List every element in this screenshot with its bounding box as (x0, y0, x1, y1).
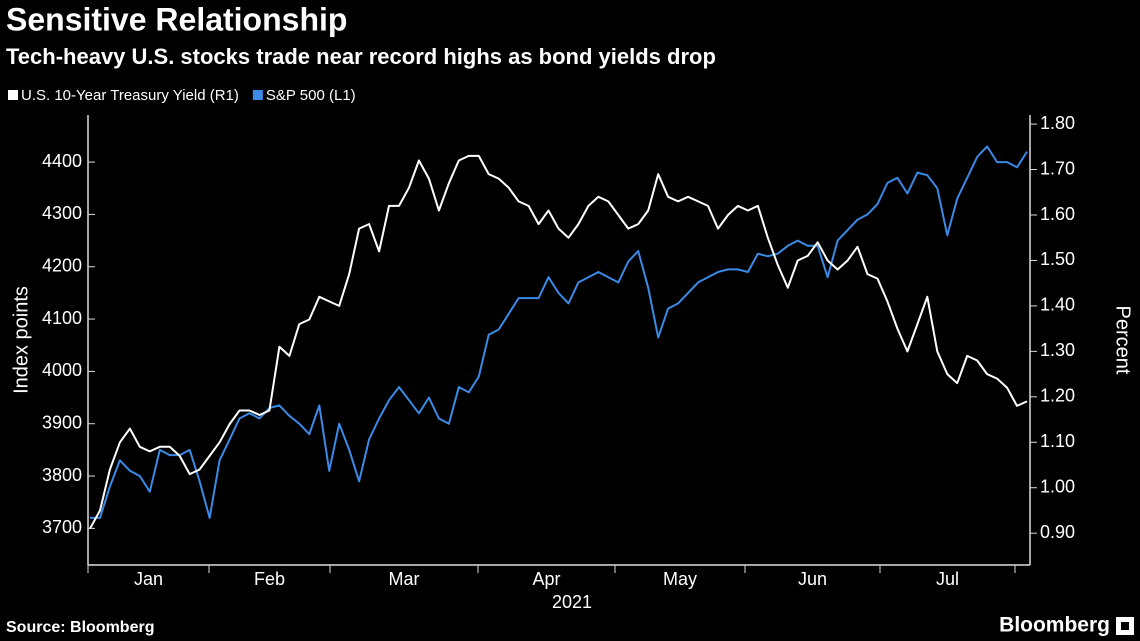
y2-tick-label: 1.10 (1040, 431, 1075, 451)
x-tick-label: Jan (134, 569, 163, 589)
y-tick-label: 3700 (42, 517, 82, 537)
brand: Bloomberg (999, 614, 1110, 637)
y-tick-label: 4400 (42, 151, 82, 171)
series-line (89, 154, 1028, 530)
y-tick-label: 3900 (42, 412, 82, 432)
x-tick-label: Feb (254, 569, 285, 589)
y2-tick-label: 1.40 (1040, 295, 1075, 315)
x-tick-label: Jun (798, 569, 827, 589)
y-tick-label: 4200 (42, 255, 82, 275)
chart-subtitle: Tech-heavy U.S. stocks trade near record… (6, 44, 716, 69)
y2-tick-label: 1.80 (1040, 113, 1075, 133)
x-axis-label: 2021 (552, 592, 592, 612)
x-tick-label: May (663, 569, 697, 589)
y-tick-label: 4100 (42, 308, 82, 328)
legend-swatch (8, 90, 18, 100)
x-tick-label: Apr (532, 569, 560, 589)
y2-axis-label: Percent (1112, 306, 1134, 375)
y2-tick-label: 1.20 (1040, 386, 1075, 406)
y2-tick-label: 1.50 (1040, 249, 1075, 269)
y-tick-label: 4000 (42, 360, 82, 380)
y2-tick-label: 1.70 (1040, 158, 1075, 178)
y-tick-label: 3800 (42, 465, 82, 485)
chart-title: Sensitive Relationship (6, 1, 347, 37)
legend-swatch (252, 90, 263, 100)
x-tick-label: Mar (389, 569, 420, 589)
brand-icon-inner (1121, 622, 1129, 630)
legend-label: S&P 500 (L1) (266, 87, 356, 104)
y2-tick-label: 1.00 (1040, 476, 1075, 496)
y-tick-label: 4300 (42, 203, 82, 223)
x-tick-label: Jul (936, 569, 959, 589)
legend-label: U.S. 10-Year Treasury Yield (R1) (21, 87, 239, 104)
source: Source: Bloomberg (6, 619, 154, 636)
series-line (90, 145, 1028, 519)
y-axis-label: Index points (10, 286, 32, 394)
y2-tick-label: 0.90 (1040, 522, 1075, 542)
y2-tick-label: 1.30 (1040, 340, 1075, 360)
y2-tick-label: 1.60 (1040, 204, 1075, 224)
